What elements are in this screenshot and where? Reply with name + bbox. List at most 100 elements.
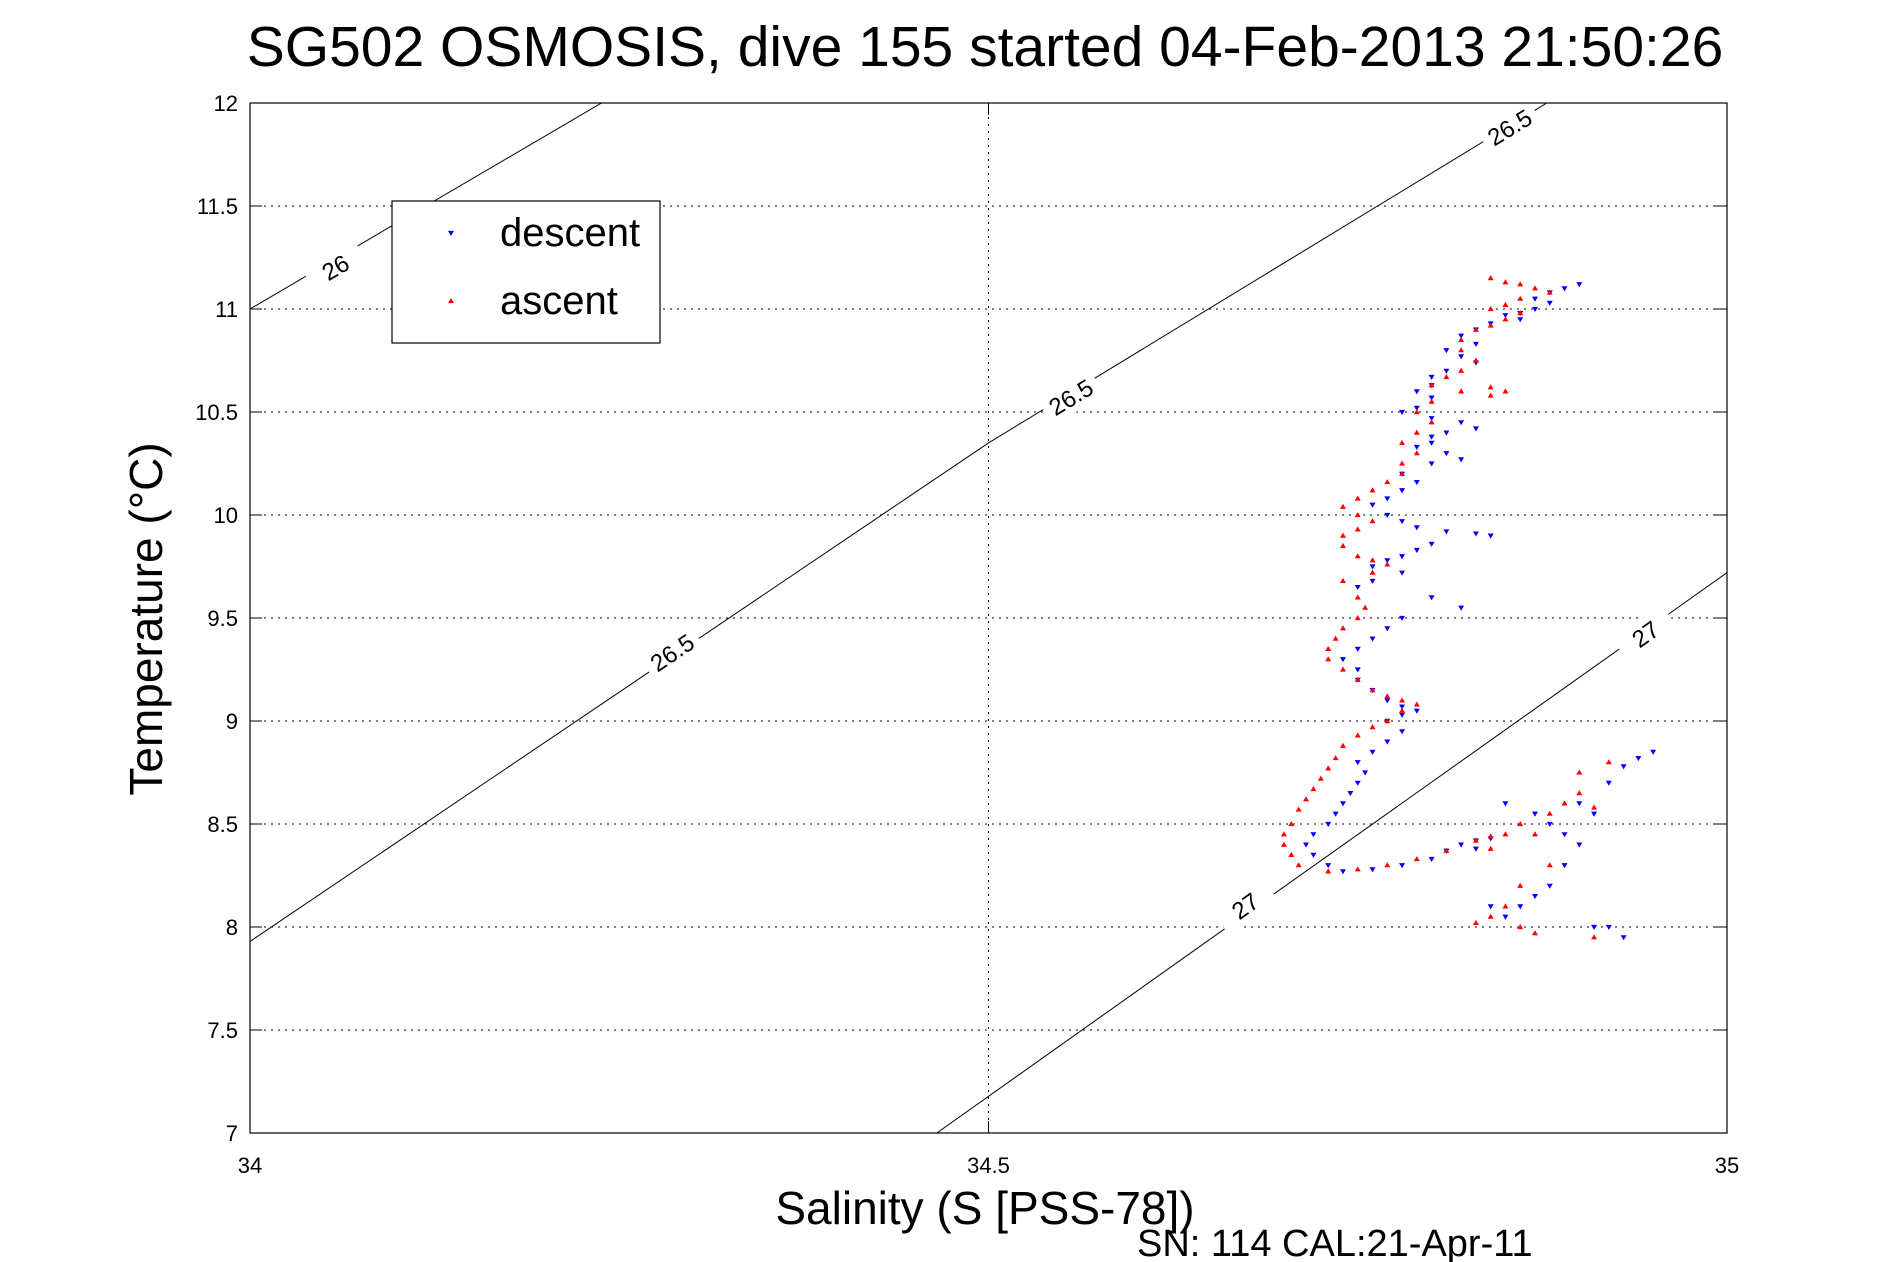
descent-point xyxy=(1428,461,1435,467)
descent-point xyxy=(1413,479,1420,486)
ascent-point xyxy=(1325,656,1332,662)
descent-point xyxy=(1354,780,1361,786)
ascent-point xyxy=(1384,561,1391,567)
descent-point xyxy=(1502,914,1509,920)
y-tick-label: 8.5 xyxy=(207,812,238,837)
descent-point xyxy=(1635,755,1642,762)
ascent-point xyxy=(1369,687,1376,693)
density-contour-line xyxy=(936,572,1727,1133)
ascent-point xyxy=(1591,804,1598,810)
descent-point xyxy=(1303,842,1310,848)
descent-point xyxy=(1546,300,1553,306)
ascent-point xyxy=(1517,924,1524,930)
descent-point xyxy=(1531,811,1538,817)
ascent-point xyxy=(1339,503,1346,509)
descent-point xyxy=(1531,894,1538,900)
ascent-point xyxy=(1399,697,1406,703)
ascent-point xyxy=(1458,347,1465,353)
descent-point xyxy=(1458,605,1465,611)
descent-point xyxy=(1399,712,1406,718)
descent-point xyxy=(1546,821,1553,827)
ascent-point xyxy=(1517,295,1524,301)
descent-point xyxy=(1384,739,1391,745)
ascent-point xyxy=(1546,862,1553,868)
ascent-point xyxy=(1332,635,1339,641)
ascent-point xyxy=(1428,419,1435,425)
ascent-point xyxy=(1317,775,1324,781)
ascent-point xyxy=(1546,810,1553,816)
descent-point xyxy=(1354,667,1361,673)
descent-point xyxy=(1458,420,1465,426)
ascent-point xyxy=(1399,707,1406,713)
descent-point xyxy=(1325,863,1332,869)
descent-point xyxy=(1561,832,1568,838)
descent-point xyxy=(1354,760,1361,766)
legend-box xyxy=(391,200,661,344)
descent-point xyxy=(1561,863,1568,869)
ascent-point xyxy=(1384,862,1391,868)
descent-point xyxy=(1591,924,1598,930)
ascent-point xyxy=(1369,487,1376,493)
y-tick-label: 10 xyxy=(214,503,238,528)
descent-point xyxy=(1546,883,1553,889)
legend: descent ascent xyxy=(391,200,661,344)
y-tick-label: 12 xyxy=(214,91,238,116)
descent-point xyxy=(1428,374,1435,380)
ascent-point xyxy=(1288,821,1295,827)
descent-point xyxy=(1399,409,1406,415)
ascent-point xyxy=(1502,903,1509,909)
ascent-point xyxy=(1458,336,1465,342)
y-tick-label: 7.5 xyxy=(207,1018,238,1043)
ascent-point xyxy=(1531,285,1538,291)
legend-marker-ascent xyxy=(448,298,454,304)
descent-point xyxy=(1310,832,1317,838)
contour-label-background xyxy=(1612,604,1679,665)
ascent-point xyxy=(1517,821,1524,827)
ascent-point xyxy=(1339,577,1346,584)
ascent-point xyxy=(1428,398,1435,404)
ascent-point xyxy=(1288,851,1295,857)
ascent-point xyxy=(1354,526,1361,532)
chart-title: SG502 OSMOSIS, dive 155 started 04-Feb-2… xyxy=(247,15,1724,79)
ascent-point xyxy=(1487,845,1494,851)
x-tick-label: 34.5 xyxy=(967,1153,1010,1178)
x-tick-label: 35 xyxy=(1715,1153,1739,1178)
y-tick-label: 10.5 xyxy=(195,400,238,425)
descent-point xyxy=(1369,578,1376,584)
descent-point xyxy=(1384,512,1391,518)
y-tick-label: 8 xyxy=(226,915,238,940)
ascent-point xyxy=(1472,919,1479,925)
ascent-point xyxy=(1487,275,1494,281)
descent-point xyxy=(1369,564,1376,570)
ascent-point xyxy=(1413,856,1420,862)
ascent-point xyxy=(1332,755,1339,761)
contour-label-background xyxy=(639,623,706,683)
ascent-point xyxy=(1531,930,1538,936)
descent-point xyxy=(1428,440,1435,446)
descent-point xyxy=(1458,333,1465,339)
descent-point xyxy=(1650,749,1657,755)
ascent-point xyxy=(1399,439,1406,445)
descent-point xyxy=(1531,296,1538,302)
descent-point xyxy=(1472,426,1479,432)
descent-point xyxy=(1502,313,1509,319)
descent-point xyxy=(1443,348,1450,354)
descent-point xyxy=(1517,317,1524,323)
descent-point xyxy=(1369,749,1376,755)
descent-point xyxy=(1369,502,1376,508)
ascent-point xyxy=(1487,384,1494,390)
ascent-point xyxy=(1413,409,1420,415)
descent-point xyxy=(1472,341,1479,348)
ascent-point xyxy=(1472,357,1479,363)
ascent-point xyxy=(1362,604,1369,610)
x-tick-label: 34 xyxy=(238,1153,262,1178)
ascent-point xyxy=(1428,382,1435,388)
descent-point xyxy=(1472,846,1479,852)
x-axis-ticks: 34 34.5 35 xyxy=(238,103,1739,1178)
density-contour-line xyxy=(250,103,1548,942)
ascent-point xyxy=(1339,542,1346,548)
descent-point xyxy=(1428,541,1435,547)
ascent-point xyxy=(1413,450,1420,456)
descent-point xyxy=(1458,354,1465,360)
serial-calibration-note: SN: 114 CAL:21-Apr-11 xyxy=(1137,1223,1533,1262)
